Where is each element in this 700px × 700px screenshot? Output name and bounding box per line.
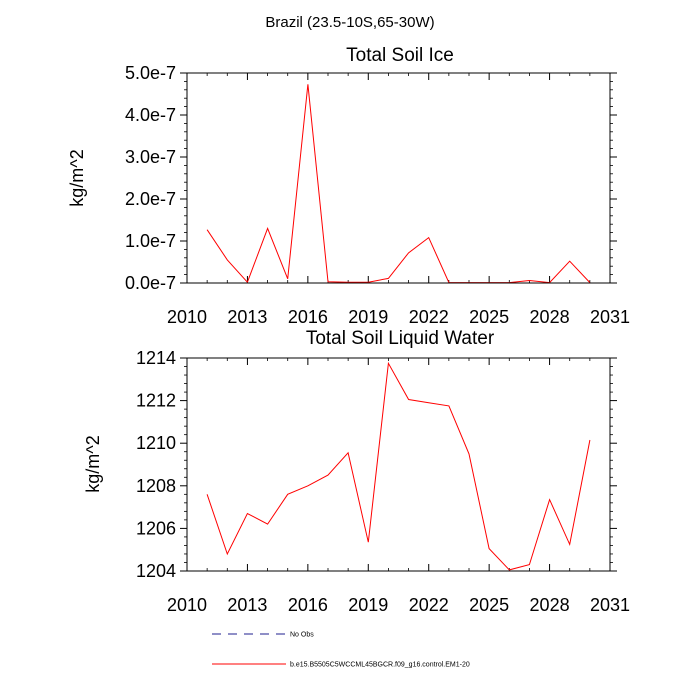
panel-title: Total Soil Liquid Water — [306, 328, 495, 349]
y-tick-label: 1204 — [136, 561, 176, 581]
x-tick-label: 2010 — [167, 595, 207, 615]
legend-label: b.e15.B5505C5WCCML45BGCR.f09_g16.control… — [290, 662, 470, 669]
y-tick-label: 1208 — [136, 476, 176, 496]
y-tick-label: 1214 — [136, 348, 176, 368]
y-tick-label: 2.0e-7 — [125, 189, 176, 209]
y-tick-label: 1206 — [136, 518, 176, 538]
y-tick-label: 5.0e-7 — [125, 63, 176, 83]
x-tick-label: 2028 — [530, 307, 570, 327]
x-tick-label: 2019 — [348, 595, 388, 615]
x-tick-label: 2013 — [227, 595, 267, 615]
series-line-0 — [206, 84, 591, 284]
tick-layer — [180, 357, 617, 572]
series-layer — [206, 84, 591, 284]
y-axis-label: kg/m^2 — [83, 435, 103, 492]
y-tick-label: 1.0e-7 — [125, 231, 176, 251]
x-tick-label: 2025 — [469, 595, 509, 615]
x-tick-label: 2016 — [288, 307, 328, 327]
panel-total-soil-liquid-water: Total Soil Liquid Water kg/m^2 2010 2013 2… — [83, 328, 630, 615]
panel-total-soil-ice: Total Soil Ice kg/m^2 2010 2013 2016 2019 20… — [67, 45, 630, 327]
series-layer — [206, 361, 591, 571]
tick-label-layer: 2010 2013 2016 2019 2022 2025 2028 2031 1204 1206… — [136, 348, 630, 615]
x-tick-label: 2016 — [288, 595, 328, 615]
y-tick-label: 4.0e-7 — [125, 105, 176, 125]
y-axis-label: kg/m^2 — [67, 149, 87, 206]
legend-entry-no-obs: No Obs — [212, 632, 314, 639]
x-tick-label: 2022 — [409, 307, 449, 327]
y-tick-label: 0.0e-7 — [125, 273, 176, 293]
y-tick-label: 3.0e-7 — [125, 147, 176, 167]
x-tick-label: 2025 — [469, 307, 509, 327]
tick-layer — [180, 72, 617, 284]
x-tick-label: 2031 — [590, 307, 630, 327]
x-tick-label: 2031 — [590, 595, 630, 615]
y-tick-label: 1210 — [136, 433, 176, 453]
y-tick-label: 1212 — [136, 391, 176, 411]
tick-label-layer: 2010 2013 2016 2019 2022 2025 2028 2031 0.0e-7 1.… — [125, 63, 630, 327]
x-tick-label: 2019 — [348, 307, 388, 327]
legend-entry-model-run: b.e15.B5505C5WCCML45BGCR.f09_g16.control… — [212, 662, 470, 669]
x-tick-label: 2022 — [409, 595, 449, 615]
legend-label: No Obs — [290, 632, 314, 639]
series-line-0 — [206, 361, 591, 571]
figure-suptitle: Brazil (23.5-10S,65-30W) — [265, 14, 434, 31]
x-tick-label: 2010 — [167, 307, 207, 327]
x-tick-label: 2013 — [227, 307, 267, 327]
x-tick-label: 2028 — [530, 595, 570, 615]
panel-title: Total Soil Ice — [346, 45, 454, 66]
plot-frame — [186, 357, 611, 572]
plot-frame — [186, 72, 611, 284]
legend: No Obs b.e15.B5505C5WCCML45BGCR.f09_g16.… — [212, 632, 470, 669]
